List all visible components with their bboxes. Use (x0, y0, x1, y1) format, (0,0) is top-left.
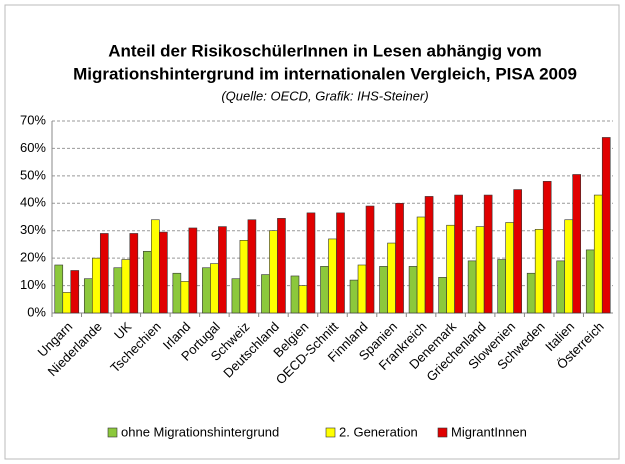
bar (349, 279, 359, 314)
bar (70, 270, 80, 314)
bar (585, 249, 595, 314)
bar (534, 229, 544, 314)
legend-label: 2. Generation (339, 424, 418, 439)
bar (172, 272, 182, 314)
bar (336, 212, 345, 314)
bar (261, 274, 270, 314)
bar (231, 278, 241, 314)
bar (99, 233, 109, 314)
bar (298, 285, 308, 314)
legend-swatch (325, 427, 336, 438)
bar (62, 292, 72, 314)
bar (277, 218, 286, 314)
bar (143, 250, 152, 314)
bar (365, 205, 375, 314)
chart-title: Anteil der RisikoschülerInnen in Lesen a… (108, 41, 542, 60)
bar (239, 240, 249, 314)
bar (269, 230, 278, 314)
y-tick-label: 30% (20, 222, 46, 237)
bar (467, 260, 477, 314)
bar (247, 219, 257, 314)
y-tick-label: 10% (20, 277, 46, 292)
bar (202, 267, 211, 314)
bar (328, 238, 337, 314)
bar (210, 263, 219, 314)
bar (129, 233, 139, 314)
bar (306, 212, 316, 314)
bar (159, 231, 168, 314)
bar (475, 226, 485, 314)
bar (387, 242, 396, 314)
bar (320, 266, 329, 314)
chart-title: Migrationshintergrund im internationalen… (73, 64, 577, 83)
bar (497, 259, 506, 314)
y-tick-label: 20% (20, 250, 46, 265)
y-tick-label: 0% (27, 304, 46, 319)
legend-swatch (437, 427, 448, 438)
bar (505, 222, 514, 314)
bar (357, 264, 367, 314)
bar (54, 264, 64, 314)
bar (218, 226, 227, 314)
bar (151, 219, 160, 314)
bar (564, 219, 574, 314)
bar (601, 137, 611, 314)
bar (379, 266, 388, 314)
bar (290, 275, 300, 314)
y-tick-label: 50% (20, 167, 46, 182)
bar (395, 202, 404, 314)
bar (513, 189, 522, 314)
y-tick-label: 60% (20, 140, 46, 155)
bar (438, 277, 447, 314)
bar (572, 174, 582, 314)
bar (113, 267, 123, 314)
bar (91, 257, 101, 314)
bar (83, 278, 93, 314)
bar (542, 181, 552, 314)
legend-label: ohne Migrationshintergrund (121, 424, 279, 439)
bar (556, 260, 566, 314)
bar (416, 216, 426, 314)
bar (593, 194, 603, 314)
y-tick-label: 40% (20, 195, 46, 210)
bar (180, 281, 190, 314)
bar (121, 259, 131, 314)
bar (483, 194, 493, 314)
bar (446, 224, 455, 314)
bar (526, 272, 536, 314)
bar (454, 194, 463, 314)
y-tick-label: 70% (20, 112, 46, 127)
bar (424, 196, 434, 314)
bar (408, 266, 418, 314)
legend-label: MigrantInnen (451, 424, 527, 439)
bar (188, 227, 198, 314)
legend-swatch (107, 427, 118, 438)
chart-subtitle: (Quelle: OECD, Grafik: IHS-Steiner) (221, 88, 428, 103)
